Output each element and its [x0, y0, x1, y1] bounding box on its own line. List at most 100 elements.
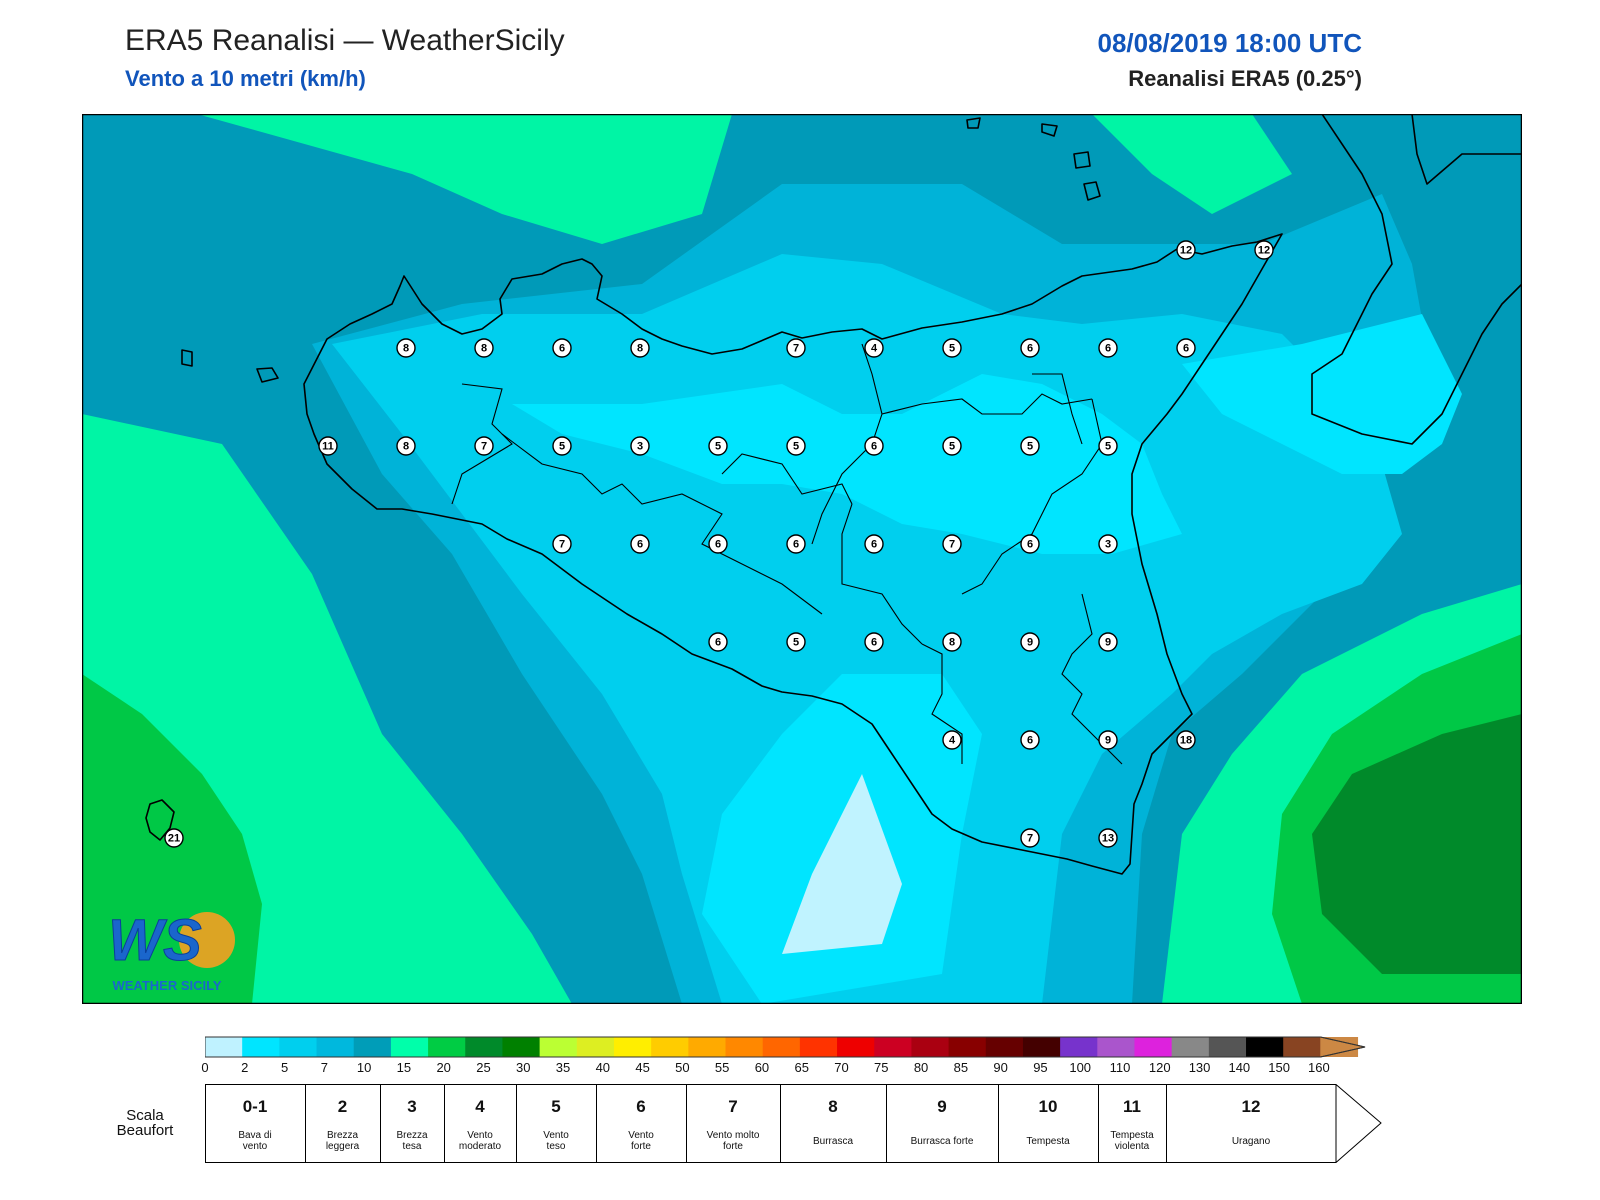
station-marker: 11: [318, 436, 338, 456]
beaufort-cell: 4 Vento moderato: [444, 1084, 517, 1163]
model-label: Reanalisi ERA5 (0.25°): [1128, 66, 1362, 91]
station-markers: 8 8 6 8 7 4 5 6 6 6 11 8 7 5 3 5 5 6 5 5 5 7 6 6 6 6 7 6 3 6 5 6 8 9 9 4 6 9 1…: [164, 240, 1274, 848]
logo-letters: WS: [108, 908, 202, 973]
beaufort-name: Uragano: [1232, 1136, 1271, 1147]
station-marker: 6: [1020, 730, 1040, 750]
colorbar-tick-label: 100: [1069, 1060, 1092, 1075]
colorbar-swatch: [874, 1037, 912, 1057]
contour-15-20-ne: [1092, 114, 1292, 214]
colorbar-swatch: [390, 1037, 429, 1057]
colorbar-tick-label: 50: [675, 1060, 690, 1075]
station-value: 9: [1027, 637, 1033, 649]
calabria-coast: [1311, 114, 1522, 445]
station-value: 6: [559, 343, 565, 355]
station-value: 7: [793, 343, 799, 355]
colorbar-swatch: [837, 1037, 875, 1057]
station-marker: 5: [1020, 436, 1040, 456]
egadi-2: [256, 367, 279, 383]
station-marker: 12: [1176, 240, 1196, 260]
station-marker: 3: [1098, 534, 1118, 554]
weathersicily-logo: WS WEATHER SICILY: [95, 900, 255, 1000]
station-marker: 13: [1098, 828, 1118, 848]
station-marker: 6: [1098, 338, 1118, 358]
colorbar-tick-label: 95: [1033, 1060, 1048, 1075]
colorbar-tick-label: 150: [1268, 1060, 1290, 1075]
station-marker: 6: [708, 632, 728, 652]
eolie-3: [1073, 151, 1091, 169]
station-value: 6: [715, 637, 721, 649]
colorbar-tick-label: 35: [555, 1060, 571, 1075]
colorbar-swatch: [688, 1037, 727, 1057]
colorbar-swatch: [799, 1037, 838, 1057]
station-value: 6: [871, 637, 877, 649]
colorbar-tick-label: 5: [280, 1060, 289, 1075]
beaufort-name: Brezza leggera: [326, 1130, 360, 1152]
colorbar-tick-label: 2: [241, 1060, 249, 1075]
colorbar-swatch: [1097, 1037, 1135, 1057]
beaufort-cell: 9 Burrasca forte: [886, 1084, 999, 1163]
colorbar-swatch: [1022, 1037, 1061, 1057]
colorbar-tick-label: 120: [1148, 1060, 1171, 1075]
station-marker: 6: [630, 534, 650, 554]
colorbar-swatch: [1134, 1037, 1173, 1057]
colorbar-tick-label: 60: [754, 1060, 770, 1075]
station-value: 7: [481, 441, 487, 453]
beaufort-cell: 3 Brezza tesa: [380, 1084, 445, 1163]
station-value: 13: [1102, 833, 1114, 845]
beaufort-name: Burrasca: [813, 1136, 853, 1147]
colorbar-tick-label: 7: [320, 1060, 328, 1075]
station-value: 12: [1180, 245, 1192, 257]
station-value: 9: [1105, 735, 1111, 747]
station-marker: 8: [396, 436, 416, 456]
colorbar-tick-label: 25: [476, 1060, 491, 1075]
beaufort-number: 0-1: [243, 1097, 268, 1116]
colorbar-swatch: [353, 1037, 392, 1057]
beaufort-cell: 10 Tempesta: [998, 1084, 1099, 1163]
contour-2-5-e: [1182, 314, 1462, 474]
beaufort-number: 10: [1039, 1097, 1058, 1116]
station-value: 5: [715, 441, 721, 453]
colorbar-tick-label: 110: [1109, 1060, 1131, 1075]
wind-map: 8 8 6 8 7 4 5 6 6 6 11 8 7 5 3 5 5 6 5 5 5 7 6 6 6 6 7 6 3 6 5 6 8 9 9 4 6 9 1…: [82, 114, 1522, 1004]
station-marker: 18: [1176, 730, 1196, 750]
beaufort-number: 4: [475, 1097, 485, 1116]
eolie-4: [1083, 181, 1101, 201]
beaufort-cell: 0-1 Bava di vento: [205, 1084, 306, 1163]
station-marker: 5: [942, 436, 962, 456]
province-borders: [451, 343, 1123, 765]
colorbar-tick-label: 15: [396, 1060, 412, 1075]
beaufort-name: Bava di vento: [238, 1130, 271, 1152]
colorbar-swatch: [465, 1037, 503, 1057]
beaufort-cell: 8 Burrasca: [780, 1084, 887, 1163]
wind-speed-colorbar: [205, 1036, 1366, 1058]
station-marker: 6: [864, 534, 884, 554]
colorbar-swatch: [539, 1037, 578, 1057]
station-value: 21: [168, 833, 180, 845]
station-marker: 6: [708, 534, 728, 554]
station-marker: 8: [396, 338, 416, 358]
station-marker: 5: [942, 338, 962, 358]
station-value: 8: [403, 343, 409, 355]
colorbar-swatch: [651, 1037, 689, 1057]
station-marker: 9: [1098, 730, 1118, 750]
colorbar-swatch: [205, 1037, 243, 1057]
station-value: 6: [1183, 343, 1189, 355]
beaufort-cell: 5 Vento teso: [516, 1084, 597, 1163]
station-marker: 5: [708, 436, 728, 456]
station-value: 5: [1027, 441, 1033, 453]
station-value: 5: [949, 441, 955, 453]
colorbar-tick-label: 40: [595, 1060, 611, 1075]
station-value: 6: [871, 539, 877, 551]
eolie-2: [1041, 123, 1058, 137]
station-marker: 21: [164, 828, 184, 848]
colorbar-swatch: [1171, 1037, 1210, 1057]
colorbar-swatch: [576, 1037, 615, 1057]
station-marker: 8: [630, 338, 650, 358]
colorbar-tick-label: 130: [1188, 1060, 1211, 1075]
colorbar-tick-label: 85: [953, 1060, 969, 1075]
station-marker: 5: [552, 436, 572, 456]
station-value: 3: [1105, 539, 1111, 551]
station-value: 6: [793, 539, 799, 551]
beaufort-cell: 7 Vento molto forte: [686, 1084, 781, 1163]
colorbar-tick-label: 30: [516, 1060, 531, 1075]
